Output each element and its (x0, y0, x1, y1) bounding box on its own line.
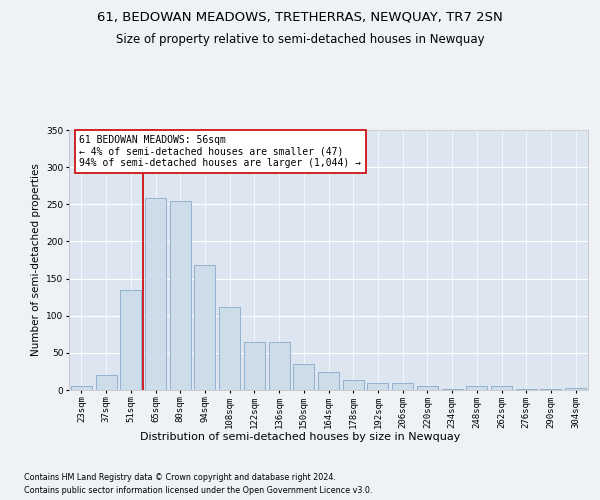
Bar (120, 290, 141, 390)
Bar (170, 200, 191, 390)
Bar (392, 384, 413, 390)
Bar (244, 342, 265, 390)
Text: Distribution of semi-detached houses by size in Newquay: Distribution of semi-detached houses by … (140, 432, 460, 442)
Bar (145, 198, 166, 390)
Bar (71, 386, 92, 390)
Bar (95, 375, 116, 390)
Bar (194, 265, 215, 390)
Bar (343, 380, 364, 390)
Y-axis label: Number of semi-detached properties: Number of semi-detached properties (31, 164, 41, 356)
Bar (466, 386, 487, 390)
Bar (565, 388, 586, 390)
Bar (417, 386, 438, 390)
Text: 61 BEDOWAN MEADOWS: 56sqm
← 4% of semi-detached houses are smaller (47)
94% of s: 61 BEDOWAN MEADOWS: 56sqm ← 4% of semi-d… (79, 135, 361, 168)
Bar (367, 384, 388, 390)
Bar (442, 388, 463, 390)
Bar (318, 372, 339, 390)
Text: Contains public sector information licensed under the Open Government Licence v3: Contains public sector information licen… (24, 486, 373, 495)
Bar (269, 342, 290, 390)
Text: 61, BEDOWAN MEADOWS, TRETHERRAS, NEWQUAY, TR7 2SN: 61, BEDOWAN MEADOWS, TRETHERRAS, NEWQUAY… (97, 10, 503, 23)
Bar (491, 386, 512, 390)
Bar (293, 364, 314, 390)
Bar (219, 307, 240, 390)
Text: Contains HM Land Registry data © Crown copyright and database right 2024.: Contains HM Land Registry data © Crown c… (24, 472, 336, 482)
Text: Size of property relative to semi-detached houses in Newquay: Size of property relative to semi-detach… (116, 32, 484, 46)
